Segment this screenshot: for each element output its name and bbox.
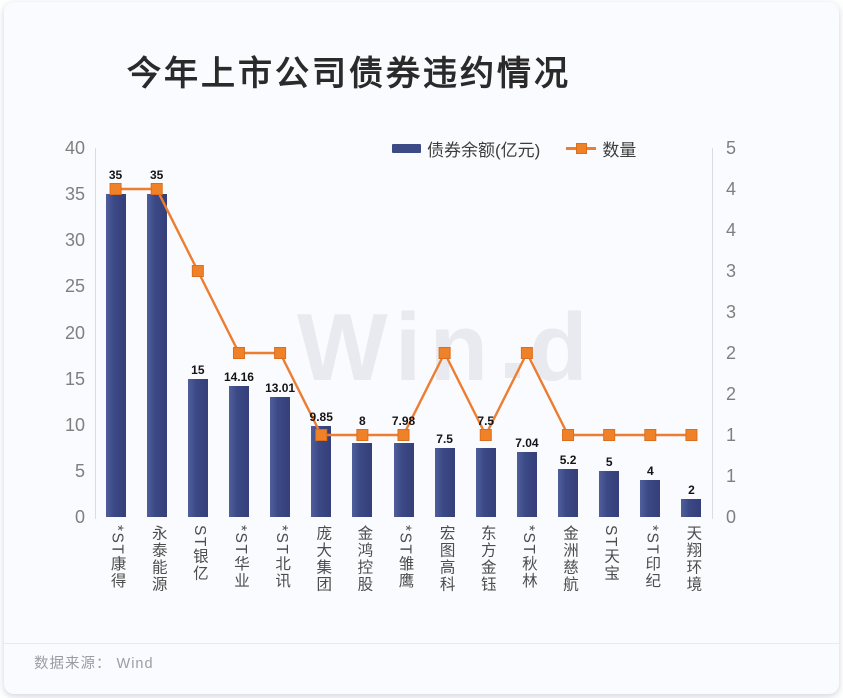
left-axis-tick: 30 xyxy=(64,230,85,251)
line-marker xyxy=(685,429,698,441)
legend-label-count: 数量 xyxy=(602,141,637,160)
line-marker xyxy=(150,183,163,195)
bar xyxy=(270,396,291,517)
bar xyxy=(599,470,620,517)
bar xyxy=(105,194,126,517)
category-label: *ST北讯 xyxy=(273,525,291,590)
category-label: 宏图高科 xyxy=(437,525,455,593)
left-axis-tick: 40 xyxy=(64,138,85,158)
category-label: *ST印纪 xyxy=(643,525,661,590)
left-axis-tick: 5 xyxy=(74,460,85,481)
chart-title: 今年上市公司债券违约情况 xyxy=(127,55,571,93)
bar xyxy=(434,447,455,517)
right-axis-tick: 2 xyxy=(726,343,737,363)
bar-data-label: 7.98 xyxy=(391,413,416,428)
line-marker xyxy=(109,183,122,195)
bar xyxy=(681,498,702,517)
bar-data-label: 14.16 xyxy=(223,370,254,385)
line-marker xyxy=(315,429,328,441)
data-source-label: 数据来源： Wind xyxy=(34,656,154,672)
bar xyxy=(640,480,661,517)
count-line-series xyxy=(109,183,698,441)
right-axis-tick: 1 xyxy=(726,425,737,445)
line-series-swatch-icon xyxy=(566,143,597,154)
bar xyxy=(311,426,332,517)
category-label: 金洲慈航 xyxy=(561,525,579,593)
line-marker xyxy=(356,429,369,441)
category-label: *ST康得 xyxy=(108,525,126,590)
line-marker xyxy=(562,429,575,441)
bar-data-label: 2 xyxy=(688,482,695,497)
category-label: 庞大集团 xyxy=(314,525,332,593)
line-marker xyxy=(520,347,533,359)
category-label: ST天宝 xyxy=(602,525,620,582)
chart-card: 今年上市公司债券违约情况 债券余额(亿元) 数量 Win d 数据来源： Wind… xyxy=(4,2,839,694)
bar-data-label: 7.04 xyxy=(515,436,539,451)
legend-item-bond-balance: 债券余额(亿元) xyxy=(392,136,540,161)
right-axis-tick: 3 xyxy=(726,261,737,281)
category-label: *ST秋林 xyxy=(519,525,537,590)
bar xyxy=(146,194,167,517)
left-axis-tick: 35 xyxy=(64,184,85,205)
bar xyxy=(516,452,537,517)
category-label: 永泰能源 xyxy=(149,525,167,593)
right-axis-tick: 4 xyxy=(726,179,737,199)
right-axis-tick: 1 xyxy=(726,466,737,486)
bar-data-label: 5.2 xyxy=(559,453,577,468)
right-axis-tick: 2 xyxy=(726,384,737,404)
footer-divider xyxy=(4,643,839,644)
line-marker xyxy=(397,429,410,441)
bar xyxy=(187,378,208,517)
bar-data-label: 8 xyxy=(359,413,366,428)
category-label: *ST华业 xyxy=(231,525,249,590)
line-marker xyxy=(603,429,616,441)
line-marker xyxy=(479,429,492,441)
legend: 债券余额(亿元) 数量 xyxy=(392,136,636,161)
category-label: 东方金钰 xyxy=(478,525,496,593)
line-marker xyxy=(438,347,451,359)
bar-data-label: 9.85 xyxy=(309,410,333,425)
bar xyxy=(475,447,496,517)
bar xyxy=(393,443,414,517)
legend-label-bond-balance: 债券余额(亿元) xyxy=(427,141,541,160)
legend-item-count: 数量 xyxy=(566,136,636,161)
left-axis-line xyxy=(95,148,96,519)
right-axis-tick: 0 xyxy=(726,507,737,527)
right-axis-tick: 3 xyxy=(726,302,737,322)
bar-data-label: 7.5 xyxy=(477,413,495,428)
left-axis-tick: 0 xyxy=(74,507,85,527)
bar-data-label: 13.01 xyxy=(265,380,296,395)
category-label: 金鸿控股 xyxy=(355,525,373,593)
category-label: *ST雏鹰 xyxy=(396,525,414,590)
bar-data-label: 5 xyxy=(605,454,613,469)
bar-data-label: 35 xyxy=(108,167,123,182)
left-axis-tick: 20 xyxy=(64,322,85,343)
bar xyxy=(558,469,579,517)
category-label: 天翔环境 xyxy=(684,525,702,593)
bar-series-swatch-icon xyxy=(392,144,421,153)
bar-data-label: 7.5 xyxy=(436,431,453,446)
left-axis-tick: 15 xyxy=(64,368,85,389)
line-marker xyxy=(232,347,245,359)
line-marker xyxy=(644,429,657,441)
bar-data-label: 35 xyxy=(150,167,164,182)
left-axis-tick: 10 xyxy=(64,414,85,435)
left-axis-tick: 25 xyxy=(64,276,85,297)
category-label: ST银亿 xyxy=(190,525,208,582)
bar xyxy=(352,443,373,517)
bar-data-label: 4 xyxy=(646,464,654,479)
line-marker xyxy=(191,265,204,277)
right-axis-line xyxy=(712,148,713,519)
bar-data-label: 15 xyxy=(191,362,205,377)
right-axis-tick: 5 xyxy=(726,138,737,158)
right-axis-tick: 4 xyxy=(726,220,737,240)
bar xyxy=(228,386,249,517)
line-marker xyxy=(274,347,287,359)
